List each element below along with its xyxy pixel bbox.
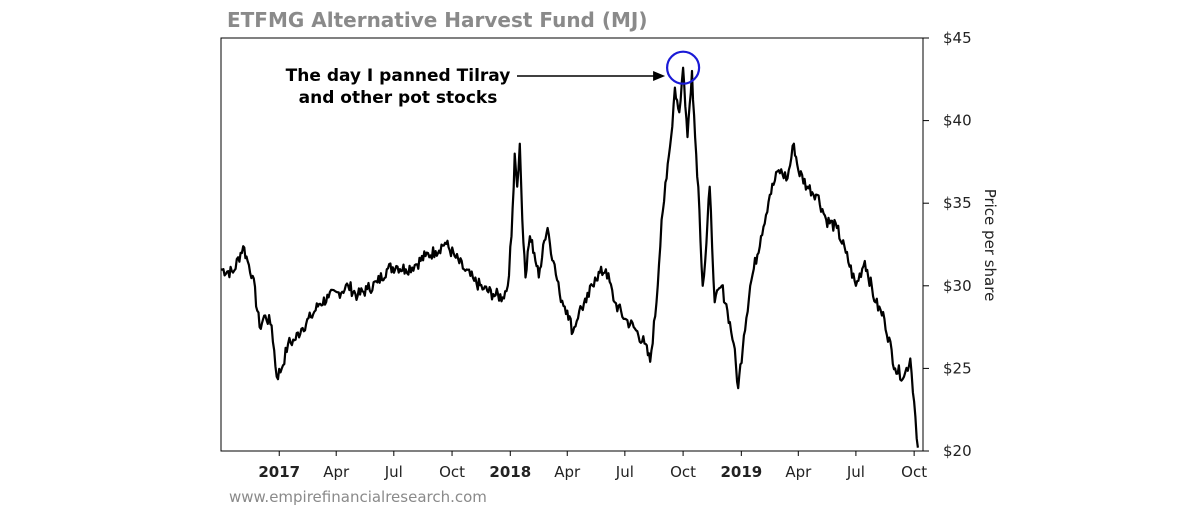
plot-frame — [220, 37, 924, 452]
chart-title: ETFMG Alternative Harvest Fund (MJ) — [227, 8, 647, 32]
series-line-price — [220, 66, 919, 448]
x-tick-label: Apr — [785, 463, 812, 481]
y-tick-label: $25 — [943, 359, 972, 377]
x-tick-label: Jul — [615, 463, 634, 481]
x-tick-label: 2017 — [258, 463, 300, 481]
annotation-arrowhead — [653, 71, 666, 81]
x-tick-label: Apr — [554, 463, 581, 481]
annotation-text-line-2: and other pot stocks — [299, 88, 498, 108]
y-tick-label: $35 — [943, 194, 972, 212]
annotation: The day I panned Tilray and other pot st… — [286, 50, 701, 108]
annotation-text-line-1: The day I panned Tilray — [286, 66, 511, 86]
y-axis: $20 $25 $30 $35 $40 $45 — [923, 29, 972, 460]
source-credit: www.empirefinancialresearch.com — [229, 488, 487, 506]
x-tick-label: Jul — [384, 463, 403, 481]
x-tick-label: 2019 — [720, 463, 762, 481]
x-tick-label: Jul — [846, 463, 865, 481]
y-tick-label: $40 — [943, 112, 972, 130]
y-tick-label: $30 — [943, 277, 972, 295]
y-axis-label: Price per share — [981, 189, 999, 302]
y-tick-label: $20 — [943, 442, 972, 460]
x-tick-label: Oct — [901, 463, 927, 481]
x-tick-label: Oct — [670, 463, 696, 481]
x-axis: 2017 Apr Jul Oct 2018 Apr Jul Oct 2019 Apr Jul Oct — [258, 451, 927, 481]
y-tick-label: $45 — [943, 29, 972, 47]
annotation-circle-marker — [665, 50, 701, 85]
x-tick-label: 2018 — [489, 463, 531, 481]
x-tick-label: Apr — [323, 463, 350, 481]
x-tick-label: Oct — [439, 463, 465, 481]
